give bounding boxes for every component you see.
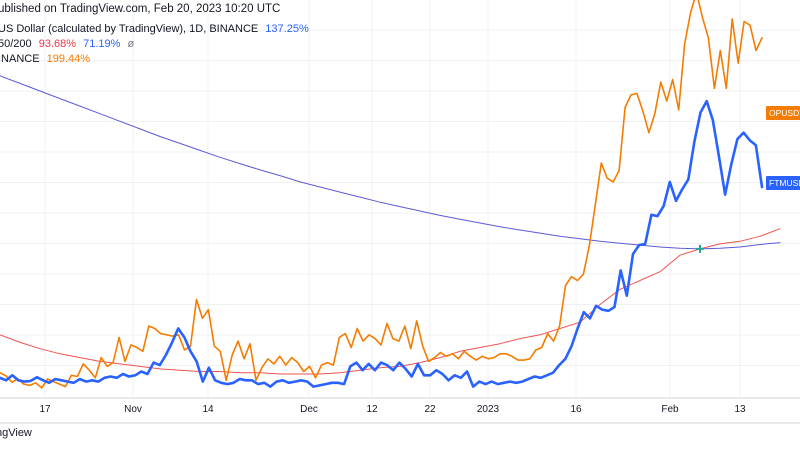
ma50-line <box>0 228 781 375</box>
ma-legend[interactable]: 50/200 93.68% 71.19% ø <box>0 38 138 50</box>
op-price-tag: OPUSDT <box>766 106 800 120</box>
x-tick-label: Feb <box>661 404 679 415</box>
series-layer <box>0 0 781 389</box>
x-tick-label: 17 <box>39 404 51 415</box>
x-tick-label: 16 <box>570 404 582 415</box>
symbol-value: 137.25% <box>265 23 309 35</box>
x-tick-label: 12 <box>366 404 378 415</box>
op-series-line <box>0 0 763 389</box>
x-tick-label: 22 <box>424 404 436 415</box>
ftm-series-line <box>0 99 764 388</box>
x-tick-label: Dec <box>300 404 318 415</box>
x-tick-label: Nov <box>124 404 142 415</box>
visibility-icon[interactable]: ø <box>127 38 135 50</box>
publish-text: ublished on TradingView.com, Feb 20, 202… <box>0 3 281 15</box>
x-tick-label: 14 <box>202 404 214 415</box>
ma50-value: 93.68% <box>38 38 77 50</box>
crossover-marker <box>696 244 704 253</box>
x-tick-label: 2023 <box>477 404 500 415</box>
symbol-legend: US Dollar (calculated by TradingView), 1… <box>0 23 313 35</box>
ma-label: 50/200 <box>0 38 32 50</box>
tradingview-brand: ngView <box>0 427 32 439</box>
compare-value: 199.44% <box>46 53 91 65</box>
symbol-label: US Dollar (calculated by TradingView), 1… <box>0 23 259 35</box>
x-axis: 17 Nov 14 Dec 12 22 2023 16 Feb 13 <box>0 397 800 424</box>
compare-label: INANCE <box>0 53 40 65</box>
publish-info: ublished on TradingView.com, Feb 20, 202… <box>0 3 284 15</box>
x-tick-label: 13 <box>734 404 746 415</box>
ma200-line <box>0 75 781 250</box>
ftm-price-tag: FTMUSD <box>766 176 800 190</box>
compare-legend: INANCE 199.44% <box>0 53 94 65</box>
ma200-value: 71.19% <box>83 38 121 50</box>
